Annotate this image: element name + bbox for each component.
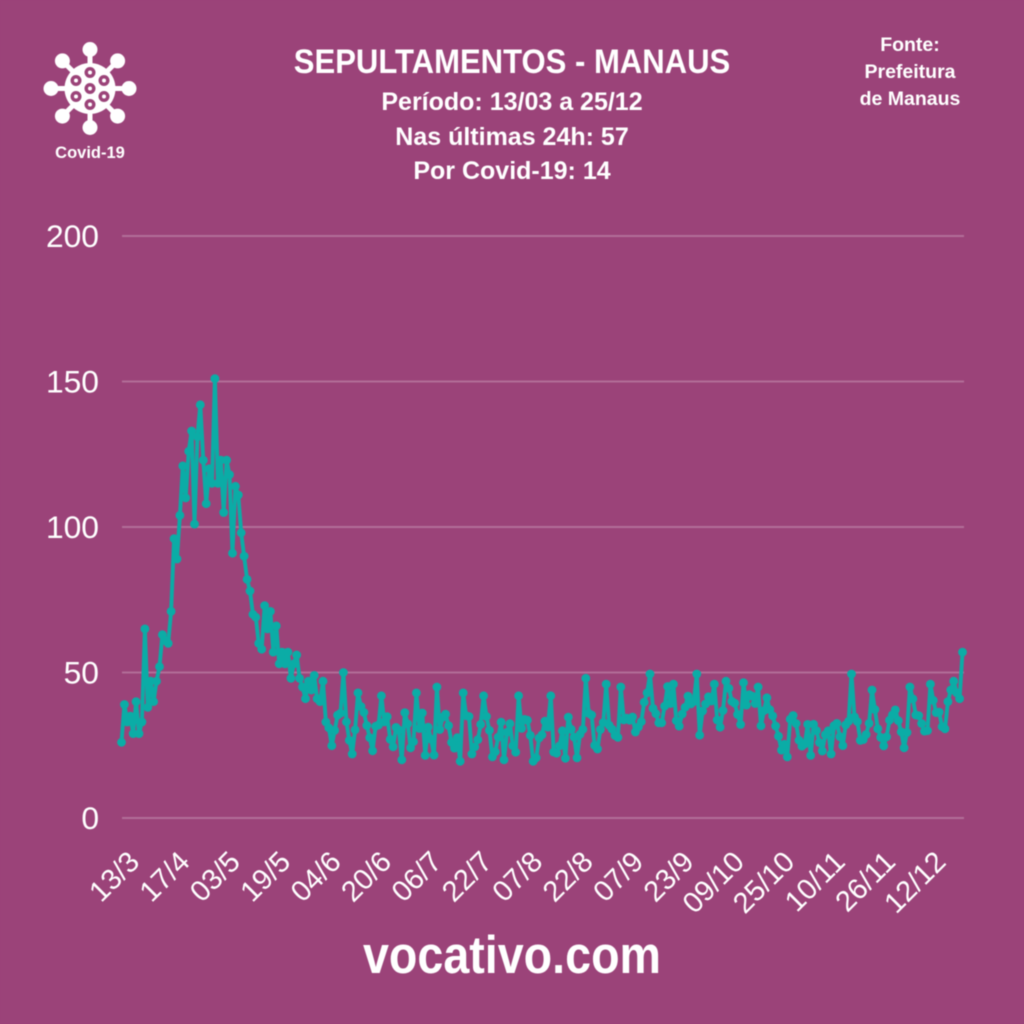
svg-text:100: 100 [46,509,99,545]
svg-text:06/7: 06/7 [386,846,449,909]
svg-text:200: 200 [46,218,99,254]
svg-text:22/8: 22/8 [537,846,600,909]
svg-text:50: 50 [64,655,99,691]
svg-text:0: 0 [81,800,99,836]
svg-text:22/7: 22/7 [436,846,499,909]
svg-text:13/3: 13/3 [83,846,146,909]
svg-text:19/5: 19/5 [235,846,298,909]
svg-text:150: 150 [46,364,99,400]
svg-text:17/4: 17/4 [134,846,197,909]
svg-text:07/9: 07/9 [587,846,650,909]
svg-text:20/6: 20/6 [335,846,398,909]
svg-text:04/6: 04/6 [285,846,348,909]
svg-text:03/5: 03/5 [184,846,247,909]
svg-text:07/8: 07/8 [487,846,550,909]
